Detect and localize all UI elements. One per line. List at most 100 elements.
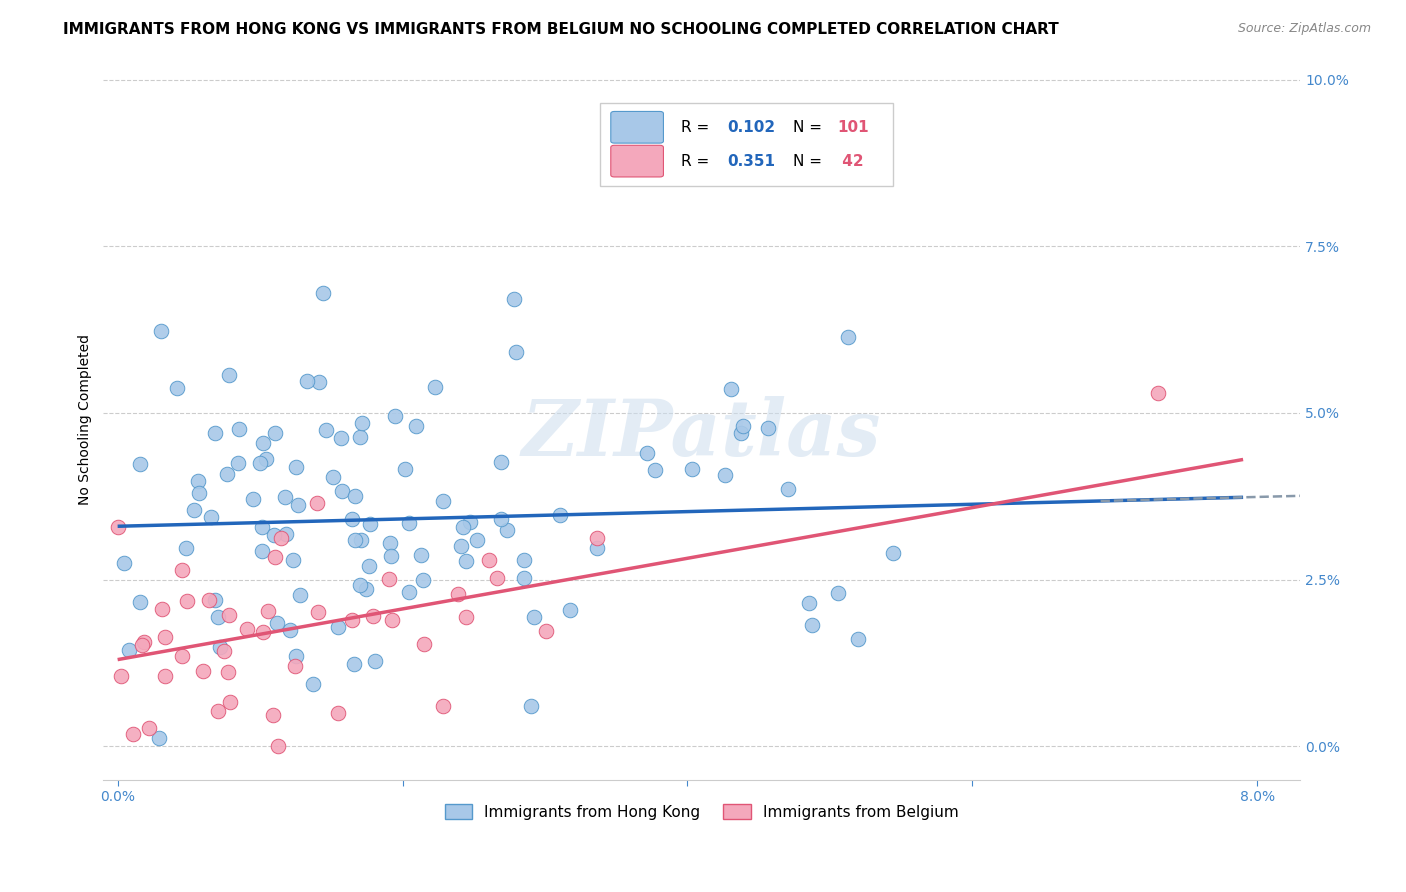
Point xyxy=(398,516,420,531)
Point xyxy=(344,533,367,547)
Point xyxy=(326,706,349,721)
Point xyxy=(340,613,363,627)
Point xyxy=(267,739,290,754)
Point xyxy=(558,603,581,617)
Text: IMMIGRANTS FROM HONG KONG VS IMMIGRANTS FROM BELGIUM NO SCHOOLING COMPLETED CORR: IMMIGRANTS FROM HONG KONG VS IMMIGRANTS … xyxy=(63,22,1059,37)
Point xyxy=(495,523,517,537)
Point xyxy=(349,429,371,443)
Point xyxy=(340,511,363,525)
Point xyxy=(263,528,285,542)
Text: N =: N = xyxy=(793,153,827,169)
Point xyxy=(330,483,353,498)
Point xyxy=(465,533,488,548)
Point xyxy=(110,669,132,683)
Text: Source: ZipAtlas.com: Source: ZipAtlas.com xyxy=(1237,22,1371,36)
Point xyxy=(380,549,402,563)
Point xyxy=(166,381,188,395)
FancyBboxPatch shape xyxy=(610,112,664,143)
Point xyxy=(257,604,280,618)
Point xyxy=(450,539,472,553)
Point xyxy=(204,425,226,440)
Point xyxy=(523,609,546,624)
Point xyxy=(176,594,198,608)
Point xyxy=(364,654,387,668)
Point xyxy=(305,496,328,510)
Point xyxy=(384,409,406,424)
Point xyxy=(302,677,325,691)
Point xyxy=(149,324,172,338)
Point xyxy=(256,452,278,467)
Point xyxy=(394,461,416,475)
Point xyxy=(252,436,274,450)
Point xyxy=(882,546,904,560)
Point xyxy=(447,587,470,601)
Point xyxy=(503,292,526,306)
Point xyxy=(1146,386,1168,401)
Point xyxy=(200,509,222,524)
Point xyxy=(252,624,274,639)
Point xyxy=(262,707,284,722)
Point xyxy=(412,574,434,588)
Point xyxy=(801,618,824,632)
Point xyxy=(837,330,859,344)
Point xyxy=(287,498,309,512)
Point xyxy=(284,648,307,663)
Point xyxy=(758,421,780,435)
Point xyxy=(281,553,304,567)
Point xyxy=(343,657,366,672)
Point xyxy=(326,620,349,634)
Point xyxy=(207,609,229,624)
Point xyxy=(456,610,478,624)
Point xyxy=(107,520,129,534)
Point xyxy=(359,517,381,532)
Point xyxy=(278,624,301,638)
Point xyxy=(212,644,235,658)
Text: 0.351: 0.351 xyxy=(727,153,775,169)
Point xyxy=(505,345,527,359)
Point xyxy=(720,383,742,397)
Point xyxy=(308,376,330,390)
Point xyxy=(381,613,404,627)
Point xyxy=(730,425,752,440)
Point xyxy=(187,486,209,500)
Point xyxy=(263,549,285,564)
Point xyxy=(131,638,153,652)
Y-axis label: No Schooling Completed: No Schooling Completed xyxy=(79,334,93,505)
Point xyxy=(848,632,870,646)
Point xyxy=(218,608,240,623)
Point xyxy=(799,596,821,610)
Point xyxy=(191,664,214,678)
Text: N =: N = xyxy=(793,120,827,135)
Text: R =: R = xyxy=(682,153,714,169)
Point xyxy=(489,455,512,469)
Point xyxy=(456,554,478,568)
Point xyxy=(148,731,170,745)
Point xyxy=(138,721,160,735)
Point xyxy=(714,467,737,482)
Point xyxy=(266,616,288,631)
Point xyxy=(778,482,800,496)
Point xyxy=(307,605,329,619)
Point xyxy=(284,460,307,475)
Point xyxy=(478,553,501,567)
Point xyxy=(276,527,298,541)
Point xyxy=(432,494,454,508)
Point xyxy=(534,624,557,638)
Point xyxy=(150,601,173,615)
Point xyxy=(228,422,250,436)
Point xyxy=(121,726,143,740)
Text: 101: 101 xyxy=(837,120,869,135)
FancyBboxPatch shape xyxy=(610,145,664,177)
Point xyxy=(361,608,384,623)
Point xyxy=(176,541,198,555)
Point xyxy=(357,558,380,573)
Point xyxy=(425,379,447,393)
Point xyxy=(153,669,176,683)
Legend: Immigrants from Hong Kong, Immigrants from Belgium: Immigrants from Hong Kong, Immigrants fr… xyxy=(439,798,965,826)
Point xyxy=(132,635,155,649)
Point xyxy=(153,630,176,644)
Point xyxy=(215,467,238,482)
Point xyxy=(284,659,307,673)
Point xyxy=(217,665,239,679)
Point xyxy=(312,285,335,300)
